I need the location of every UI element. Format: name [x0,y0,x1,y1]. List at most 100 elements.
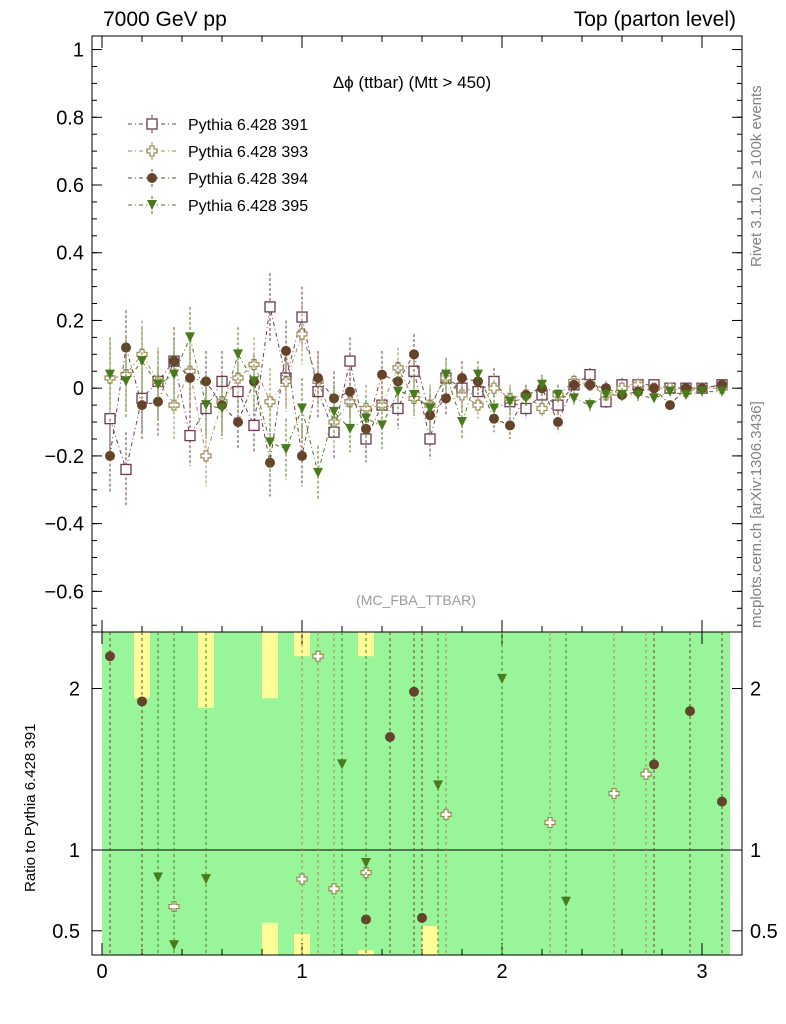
data-point [377,420,387,431]
data-point [265,437,275,448]
ratio-band-green [214,632,230,955]
ratio-band-green [566,632,582,955]
ratio-point [312,650,324,662]
ratio-xtick-label: 1 [296,961,307,983]
ratio-band-green [422,632,438,926]
data-point [569,379,579,390]
data-point [697,386,707,397]
ratio-band-green [598,632,614,955]
data-point [344,355,356,367]
ratio-band-green [678,632,694,955]
data-point [585,379,595,390]
ratio-band-green [406,632,422,955]
ratio-band-green [470,632,486,955]
ratio-band-green [262,698,278,923]
data-point [121,376,131,387]
data-point [264,301,276,313]
legend-marker [146,118,158,130]
data-point [168,399,180,411]
ratio-band-green [518,632,534,955]
data-point [393,386,403,397]
ratio-point [201,874,211,885]
main-ytick-label: −0.2 [45,446,84,468]
ratio-band-green [358,656,374,951]
ratio-series-2 [153,632,571,955]
ratio-point [717,796,727,807]
data-point [120,463,132,476]
ratio-point [685,706,695,717]
data-point [329,406,339,417]
data-point [201,400,211,411]
data-point [264,396,276,408]
data-point [717,386,727,397]
data-point [297,403,307,414]
ratio-point [497,673,507,684]
data-point [265,457,275,468]
data-point [313,373,323,384]
main-ytick-label: 0.4 [56,243,84,265]
ratio-ytick-label-right: 1 [750,840,761,862]
data-point [585,400,595,411]
data-point [105,450,115,461]
ratio-point [361,914,371,925]
data-point [441,369,451,380]
ratio-point [561,896,571,907]
data-point [281,444,291,455]
data-point [489,413,499,424]
data-point [296,328,308,340]
ratio-point [169,940,179,951]
data-point [536,402,548,415]
data-point [361,423,371,434]
ratio-point [544,816,556,829]
data-point [489,403,499,414]
ratio-series-1 [105,632,727,955]
data-point [296,311,308,323]
ratio-point [328,883,340,895]
ratio-band-green [278,632,294,955]
header-collision-label: 7000 GeV pp [103,8,227,31]
data-point [361,413,371,424]
data-point [313,467,323,478]
data-point [409,389,419,400]
main-ytick-label: 0.6 [56,175,84,197]
data-point [217,403,227,414]
main-ytick-label: 1 [73,40,84,62]
ratio-band-green [710,632,730,955]
data-point [200,450,212,462]
data-point [121,342,131,353]
ratio-point [137,696,147,707]
data-point [137,356,147,367]
data-point [441,393,451,404]
data-point [553,417,563,428]
ratio-band-green [390,632,406,955]
data-point [377,369,387,380]
data-point [521,393,531,404]
data-point [233,417,243,428]
data-point [473,369,483,380]
ratio-band-green [614,632,630,955]
main-ytick-label: −0.6 [45,581,84,603]
main-ytick-label: 0 [73,378,84,400]
ratio-band-green [550,632,566,955]
legend-marker [146,145,158,157]
ratio-band-green [646,632,662,955]
ratio-ytick-label-right: 0.5 [750,921,778,943]
ratio-point [417,912,427,923]
ratio-point [153,872,163,883]
ratio-band-green [310,632,326,955]
legend-marker [147,200,157,210]
ratio-point [433,780,443,791]
data-point [425,403,435,414]
legend-label: Pythia 6.428 394 [188,171,308,188]
ratio-ytick-label: 2 [69,679,80,701]
ratio-band-green [374,632,390,955]
data-point [360,433,372,445]
ratio-band-green [118,632,134,955]
ratio-band-green [582,632,598,955]
data-point [249,376,259,387]
ratio-xtick-label: 0 [96,961,107,983]
ratio-band-green [102,632,118,955]
data-point [457,373,467,384]
data-point [185,373,195,384]
ratio-band-green [486,632,502,955]
